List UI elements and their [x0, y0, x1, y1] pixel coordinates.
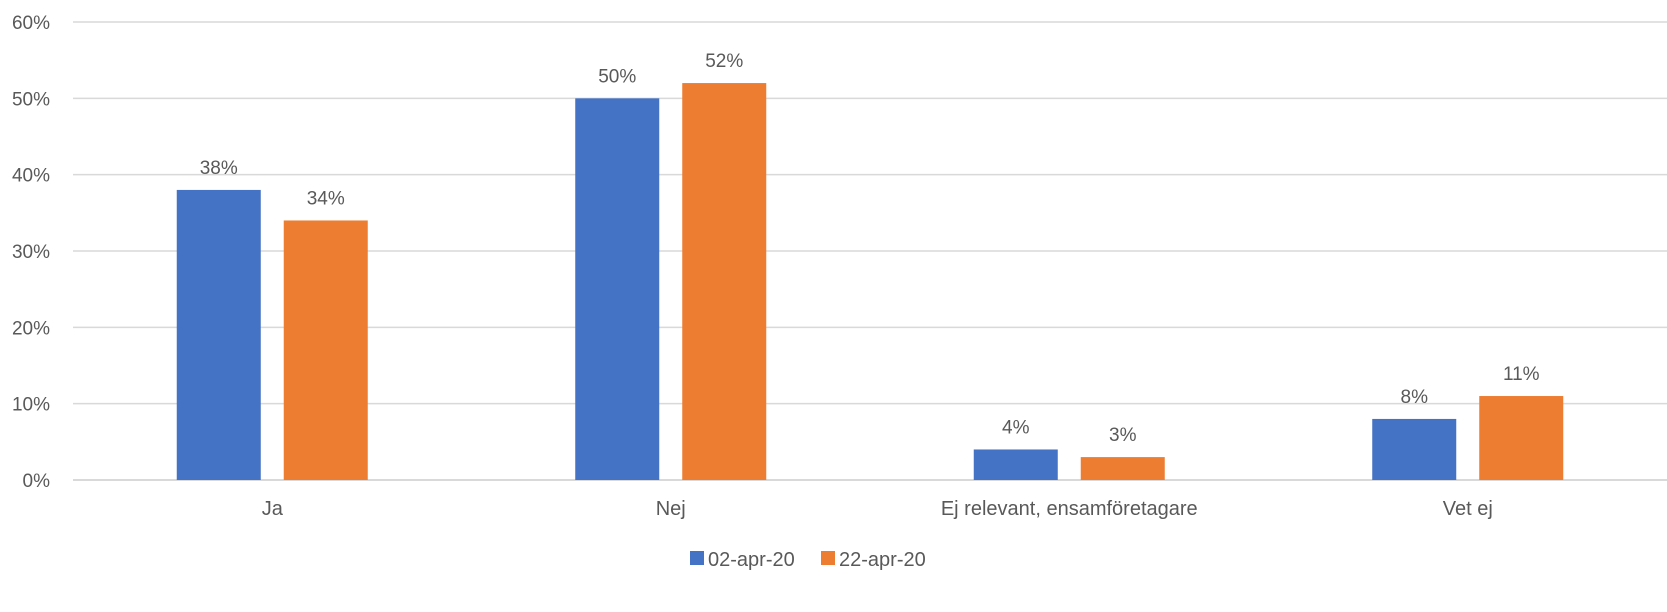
legend-label: 02-apr-20 [708, 549, 795, 571]
data-label: 8% [1401, 387, 1429, 408]
y-tick-label: 60% [12, 13, 50, 34]
data-label: 34% [307, 188, 345, 209]
y-tick-label: 40% [12, 166, 50, 187]
legend-swatch [690, 551, 704, 565]
data-labels: 38% 34% 50% 52% 4% 3% 8% 11% [200, 51, 1540, 446]
bar-series1-1 [575, 98, 660, 480]
y-tick-label: 50% [12, 89, 50, 110]
bar-series2-1 [682, 83, 767, 481]
legend: 02-apr-20 22-apr-20 [690, 549, 926, 571]
y-axis-tick-labels: 0% 10% 20% 30% 40% 50% 60% [12, 13, 50, 492]
y-tick-label: 30% [12, 242, 50, 263]
y-tick-label: 10% [12, 395, 50, 416]
data-label: 52% [705, 51, 743, 72]
data-label: 38% [200, 158, 238, 179]
bar-series1-2 [973, 449, 1058, 480]
bar-series1-0 [176, 189, 261, 480]
bars [176, 83, 1564, 481]
x-category-label: Ej relevant, ensamföretagare [941, 498, 1198, 520]
y-tick-label: 0% [23, 471, 51, 492]
x-category-label: Vet ej [1443, 498, 1493, 520]
x-category-label: Ja [262, 498, 284, 520]
data-label: 11% [1503, 364, 1540, 385]
x-axis-category-labels: Ja Nej Ej relevant, ensamföretagare Vet ej [262, 498, 1493, 520]
legend-swatch [821, 551, 835, 565]
y-tick-label: 20% [12, 318, 50, 339]
legend-label: 22-apr-20 [839, 549, 926, 571]
bar-series2-0 [283, 220, 368, 480]
bar-series2-3 [1479, 396, 1564, 480]
x-category-label: Nej [656, 498, 686, 520]
bar-series2-2 [1080, 457, 1165, 480]
data-label: 50% [598, 66, 636, 87]
data-label: 4% [1002, 417, 1030, 438]
bar-series1-3 [1372, 418, 1457, 480]
data-label: 3% [1109, 425, 1137, 446]
